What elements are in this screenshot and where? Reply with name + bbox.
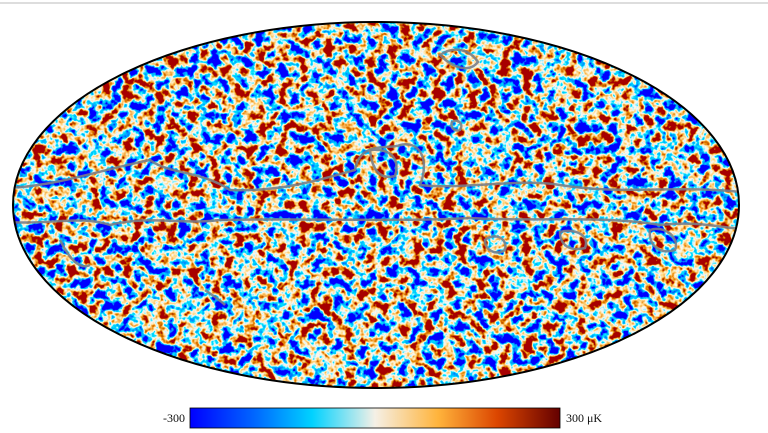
colorbar-min-label: -300 — [163, 411, 185, 425]
map-border — [12, 21, 740, 389]
sky-map — [13, 22, 739, 388]
colorbar — [189, 407, 561, 429]
cmb-texture — [13, 22, 739, 388]
mask-contours — [13, 48, 739, 306]
colorbar-max-label: 300 μK — [566, 411, 602, 425]
